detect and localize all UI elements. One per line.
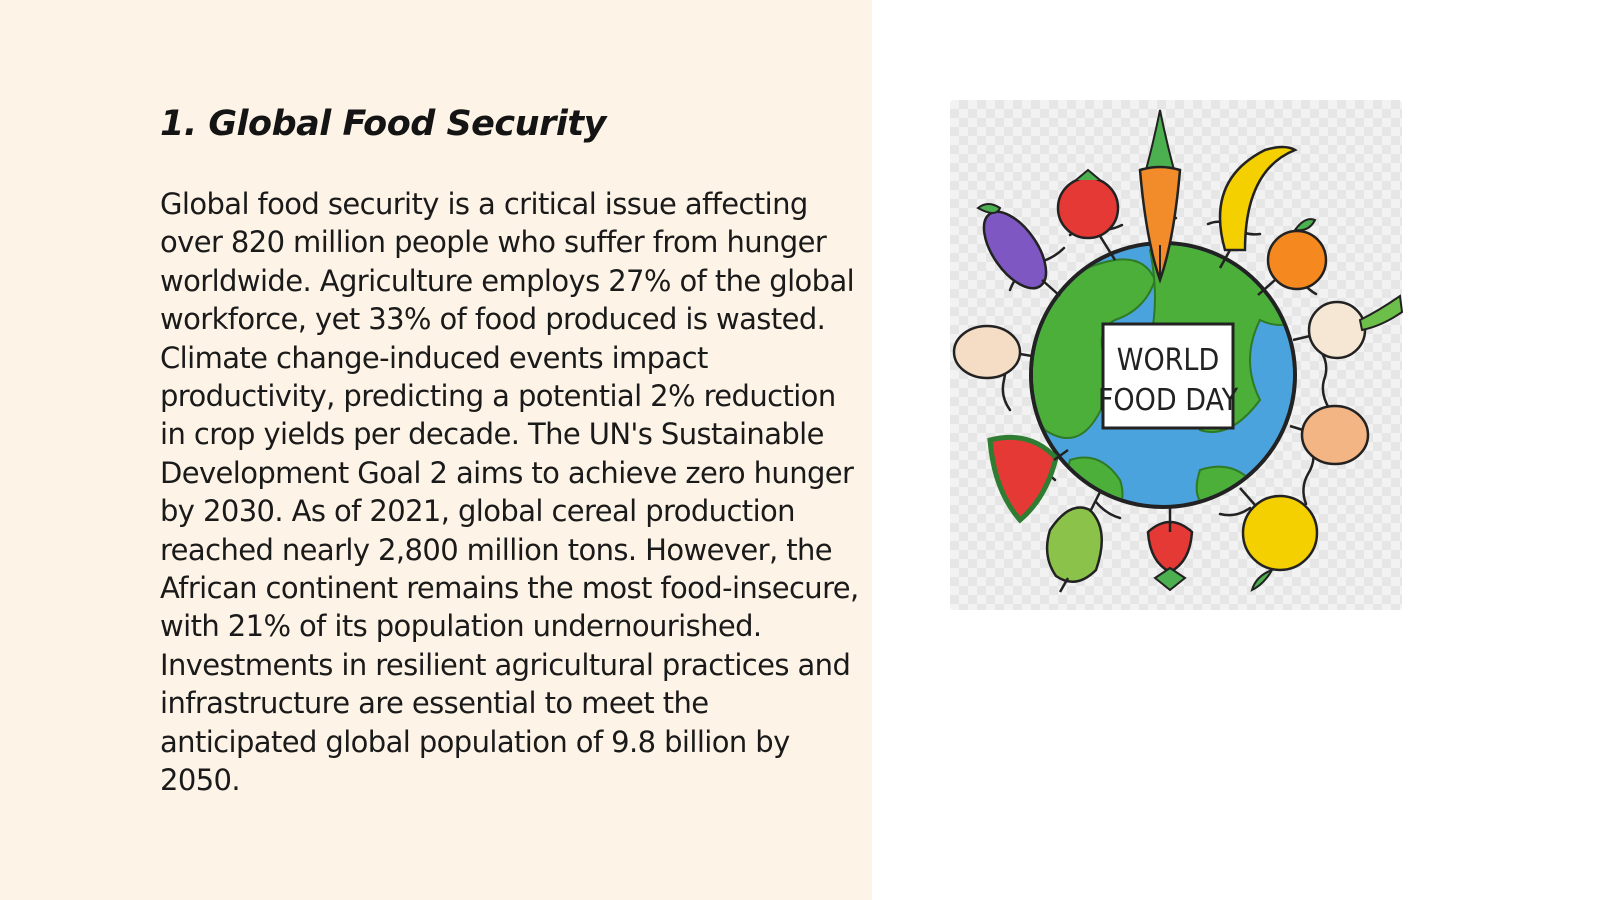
peach-icon — [1289, 404, 1370, 466]
sign-line-2: FOOD DAY — [1098, 383, 1239, 418]
eggplant-icon — [976, 203, 1061, 297]
strawberry-icon — [1146, 508, 1194, 592]
orange-icon — [1257, 218, 1328, 296]
watermelon-icon — [987, 434, 1069, 524]
lemon-icon — [1239, 487, 1319, 592]
world-food-day-sign — [1101, 322, 1235, 430]
banana-icon — [1218, 145, 1298, 269]
sign-line-1: WORLD — [1117, 343, 1220, 378]
carrot-icon — [1138, 109, 1182, 284]
text-panel: 1. Global Food Security Global food secu… — [0, 0, 872, 900]
slide-body-text: Global food security is a critical issue… — [160, 187, 859, 798]
slide-title: 1. Global Food Security — [160, 104, 606, 144]
potato-icon — [952, 324, 1033, 380]
world-food-day-artwork: WORLD FOOD DAY — [952, 109, 1404, 593]
leek-icon — [1292, 294, 1404, 360]
pepper-icon — [1045, 491, 1103, 593]
tomato-icon — [1056, 168, 1120, 261]
world-food-day-illustration: WORLD FOOD DAY — [950, 100, 1404, 610]
